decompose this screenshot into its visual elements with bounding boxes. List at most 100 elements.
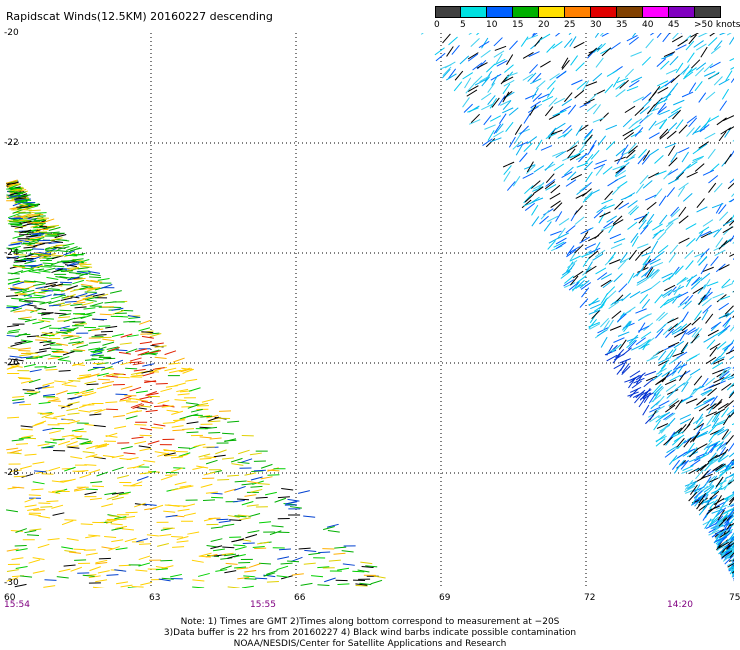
wind-barb <box>657 80 669 87</box>
wind-barb <box>700 424 712 431</box>
wind-barb <box>717 328 728 337</box>
wind-barb <box>522 52 534 59</box>
wind-barb <box>328 559 341 562</box>
wind-barb <box>718 204 727 215</box>
wind-barb <box>655 395 665 406</box>
wind-barb <box>711 525 723 534</box>
wind-barb <box>251 470 264 473</box>
wind-barb <box>679 370 691 378</box>
wind-barb <box>636 243 649 249</box>
wind-barb <box>516 141 529 148</box>
wind-barb <box>43 341 56 344</box>
wind-barb <box>616 153 624 165</box>
wind-barb <box>161 565 174 569</box>
wind-barb <box>63 418 76 422</box>
wind-barb <box>590 149 600 160</box>
wind-barb <box>587 144 595 156</box>
wind-barb <box>698 294 706 306</box>
wind-barb <box>21 302 34 307</box>
wind-barb <box>675 169 686 179</box>
wind-barb <box>730 544 734 548</box>
wind-barb <box>575 192 587 199</box>
wind-barb <box>200 483 213 488</box>
wind-barb <box>705 356 717 365</box>
wind-barb <box>274 497 287 503</box>
wind-barb <box>669 374 681 382</box>
wind-barb <box>638 213 648 224</box>
wind-barb <box>626 35 638 42</box>
wind-barb <box>52 438 65 441</box>
wind-barb <box>222 546 235 549</box>
wind-barb <box>729 198 734 203</box>
wind-barb <box>584 134 593 145</box>
wind-barb <box>24 318 37 323</box>
wind-barb <box>32 481 45 485</box>
wind-barb <box>181 428 195 430</box>
wind-barb <box>713 227 722 238</box>
wind-barb <box>155 568 168 571</box>
time-label-1: 15:54 <box>4 600 30 610</box>
wind-barb <box>244 578 257 580</box>
wind-barb <box>708 431 717 443</box>
wind-barb <box>50 240 64 243</box>
wind-barb <box>715 237 724 248</box>
wind-barb <box>157 400 170 405</box>
wind-barb <box>37 385 50 390</box>
wind-barb <box>681 91 694 98</box>
wind-barb <box>582 181 592 191</box>
wind-barb <box>93 424 106 428</box>
wind-barb <box>729 541 734 545</box>
wind-barb <box>704 397 716 405</box>
wind-barb <box>721 407 730 418</box>
wind-barb <box>481 76 490 87</box>
wind-barb <box>22 289 35 294</box>
wind-barb <box>600 279 612 287</box>
wind-barb <box>612 215 623 225</box>
colorbar-swatch <box>513 6 539 18</box>
wind-barb <box>134 424 147 426</box>
wind-barb <box>686 417 695 428</box>
wind-barb <box>647 268 655 280</box>
wind-barb <box>724 507 734 513</box>
wind-barb <box>183 503 196 508</box>
wind-barb <box>248 563 261 568</box>
wind-barb <box>355 583 368 586</box>
wind-barb <box>42 382 55 387</box>
wind-barb <box>64 519 77 521</box>
wind-barb <box>164 504 177 507</box>
wind-barb <box>263 572 276 577</box>
wind-barb <box>606 69 618 77</box>
wind-barb <box>37 443 50 447</box>
wind-barb <box>227 554 240 559</box>
wind-barb <box>649 258 661 265</box>
wind-barb <box>29 369 42 373</box>
wind-barb <box>24 453 37 456</box>
wind-barb <box>220 557 233 560</box>
wind-barb <box>642 387 651 399</box>
wind-barb <box>82 574 95 577</box>
wind-barb <box>663 91 672 103</box>
wind-barb <box>531 197 544 203</box>
wind-barb <box>671 325 682 334</box>
wind-barb <box>730 504 734 508</box>
wind-barb <box>102 341 115 346</box>
wind-barb <box>731 423 734 426</box>
wind-barb <box>697 497 708 506</box>
wind-barb <box>63 327 76 331</box>
wind-barb <box>210 538 223 542</box>
wind-barb <box>89 455 102 459</box>
wind-barb <box>32 557 45 561</box>
wind-barb <box>185 402 198 405</box>
wind-barb <box>42 218 55 224</box>
wind-barb <box>683 437 692 448</box>
wind-barb <box>72 279 85 285</box>
wind-barb <box>539 215 549 225</box>
wind-barb <box>58 359 71 362</box>
x-tick-label: 63 <box>149 593 161 603</box>
wind-barb <box>556 70 567 79</box>
wind-barb <box>654 387 664 397</box>
wind-barb <box>629 386 642 393</box>
wind-barb <box>10 240 23 244</box>
wind-barb <box>96 372 109 377</box>
wind-barb <box>86 296 99 300</box>
